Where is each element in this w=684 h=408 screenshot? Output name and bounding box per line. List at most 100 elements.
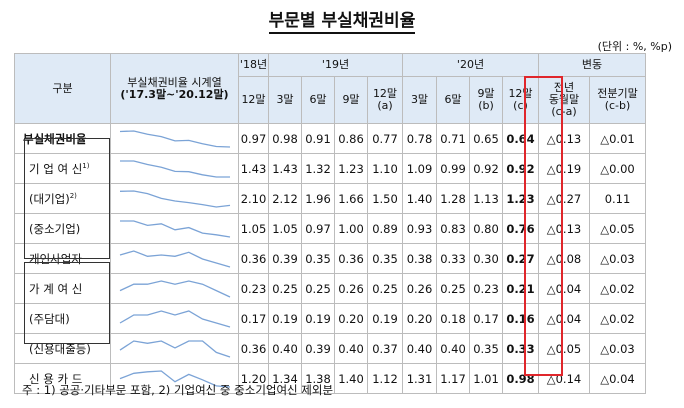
qoq-cell: 0.11 [589, 183, 646, 214]
unit-label: (단위 : %, %p) [597, 40, 672, 53]
header-series: 부실채권비율 시계열 ('17.3말~'20.12말) [110, 53, 239, 124]
sparkline-path [119, 249, 230, 268]
value-cell: 1.12 [367, 363, 403, 394]
sparkline [119, 219, 230, 238]
sparkline-cell [110, 213, 239, 244]
col-yoy: 전년 동월말 (c-a) [538, 76, 590, 124]
yoy-cell: △0.04 [538, 303, 590, 334]
sparkline [119, 369, 230, 388]
value-cell-highlight: 0.98 [502, 363, 539, 394]
value-cell: 0.39 [301, 333, 335, 364]
yoy-cell: △0.13 [538, 123, 590, 154]
value-cell: 0.35 [469, 333, 503, 364]
header-category: 구분 [14, 53, 111, 124]
row-label: (신용대출등) [14, 333, 111, 364]
col-20-6: 6말 [436, 76, 470, 124]
value-cell: 1.32 [301, 153, 335, 184]
row-label: (대기업)2) [14, 183, 111, 214]
value-cell-highlight: 0.27 [502, 243, 539, 274]
row-label: (주담대) [14, 303, 111, 334]
yoy-cell: △0.08 [538, 243, 590, 274]
sparkline-path [119, 279, 230, 298]
yoy-cell: △0.04 [538, 273, 590, 304]
value-cell: 0.92 [469, 153, 503, 184]
value-cell: 0.19 [367, 303, 403, 334]
sparkline-path [119, 219, 230, 238]
value-cell: 1.01 [469, 363, 503, 394]
sparkline-path [119, 369, 230, 388]
col-19-9: 9말 [334, 76, 368, 124]
value-cell: 1.17 [436, 363, 470, 394]
sparkline [119, 309, 230, 328]
value-cell: 1.43 [238, 153, 269, 184]
sparkline [119, 159, 230, 178]
value-cell: 1.66 [334, 183, 368, 214]
value-cell: 2.10 [238, 183, 269, 214]
value-cell: 1.05 [238, 213, 269, 244]
col-19-12: 12말 (a) [367, 76, 403, 124]
value-cell-highlight: 0.92 [502, 153, 539, 184]
value-cell: 0.99 [436, 153, 470, 184]
footnote: 주 : 1) 공공·기타부문 포함, 2) 기업여신 중 중소기업여신 제외분 [22, 383, 334, 397]
value-cell: 0.33 [436, 243, 470, 274]
value-cell: 0.25 [268, 273, 302, 304]
value-cell: 0.35 [301, 243, 335, 274]
value-cell: 0.40 [436, 333, 470, 364]
sparkline [119, 249, 230, 268]
sparkline-cell [110, 303, 239, 334]
value-cell: 1.09 [402, 153, 437, 184]
value-cell: 1.13 [469, 183, 503, 214]
value-cell: 0.19 [301, 303, 335, 334]
value-cell: 1.05 [268, 213, 302, 244]
value-cell: 0.35 [367, 243, 403, 274]
page-title: 부문별 부실채권비율 [0, 6, 684, 34]
sparkline-path [119, 309, 230, 328]
value-cell: 1.50 [367, 183, 403, 214]
value-cell: 0.71 [436, 123, 470, 154]
value-cell: 0.97 [301, 213, 335, 244]
value-cell: 0.78 [402, 123, 437, 154]
value-cell-highlight: 1.23 [502, 183, 539, 214]
value-cell: 1.23 [334, 153, 368, 184]
sparkline-cell [110, 153, 239, 184]
table-row: (신용대출등) 0.36 0.40 0.39 0.40 0.37 0.40 0.40 0.35 0… [14, 333, 646, 364]
value-cell-highlight: 0.21 [502, 273, 539, 304]
value-cell: 1.28 [436, 183, 470, 214]
value-cell-highlight: 0.33 [502, 333, 539, 364]
value-cell: 1.31 [402, 363, 437, 394]
qoq-cell: △0.01 [589, 123, 646, 154]
qoq-cell: △0.02 [589, 303, 646, 334]
value-cell: 0.89 [367, 213, 403, 244]
value-cell: 0.40 [268, 333, 302, 364]
value-cell: 0.91 [301, 123, 335, 154]
value-cell-highlight: 0.64 [502, 123, 539, 154]
value-cell: 0.98 [268, 123, 302, 154]
value-cell: 0.80 [469, 213, 503, 244]
qoq-cell: △0.04 [589, 363, 646, 394]
table-row: (대기업)2) 2.10 2.12 1.96 1.66 1.50 1.40 1.28 1.13 1… [14, 183, 646, 214]
header-2020: '20년 [402, 53, 539, 77]
sparkline-cell [110, 273, 239, 304]
col-20-3: 3말 [402, 76, 437, 124]
table-row: (주담대) 0.17 0.19 0.19 0.20 0.19 0.20 0.18 0.17 0.1… [14, 303, 646, 334]
sparkline-path [119, 189, 230, 208]
value-cell: 0.18 [436, 303, 470, 334]
value-cell: 0.23 [469, 273, 503, 304]
value-cell: 0.36 [238, 333, 269, 364]
sparkline-cell [110, 123, 239, 154]
sparkline [119, 279, 230, 298]
value-cell: 0.83 [436, 213, 470, 244]
row-label: 가 계 여 신 [14, 273, 111, 304]
qoq-cell: △0.03 [589, 333, 646, 364]
value-cell: 0.38 [402, 243, 437, 274]
sparkline [119, 189, 230, 208]
value-cell: 0.36 [334, 243, 368, 274]
value-cell: 1.43 [268, 153, 302, 184]
qoq-cell: △0.03 [589, 243, 646, 274]
value-cell: 0.93 [402, 213, 437, 244]
col-19-6: 6말 [301, 76, 335, 124]
value-cell: 0.97 [238, 123, 269, 154]
value-cell: 2.12 [268, 183, 302, 214]
value-cell: 0.17 [469, 303, 503, 334]
value-cell: 0.23 [238, 273, 269, 304]
